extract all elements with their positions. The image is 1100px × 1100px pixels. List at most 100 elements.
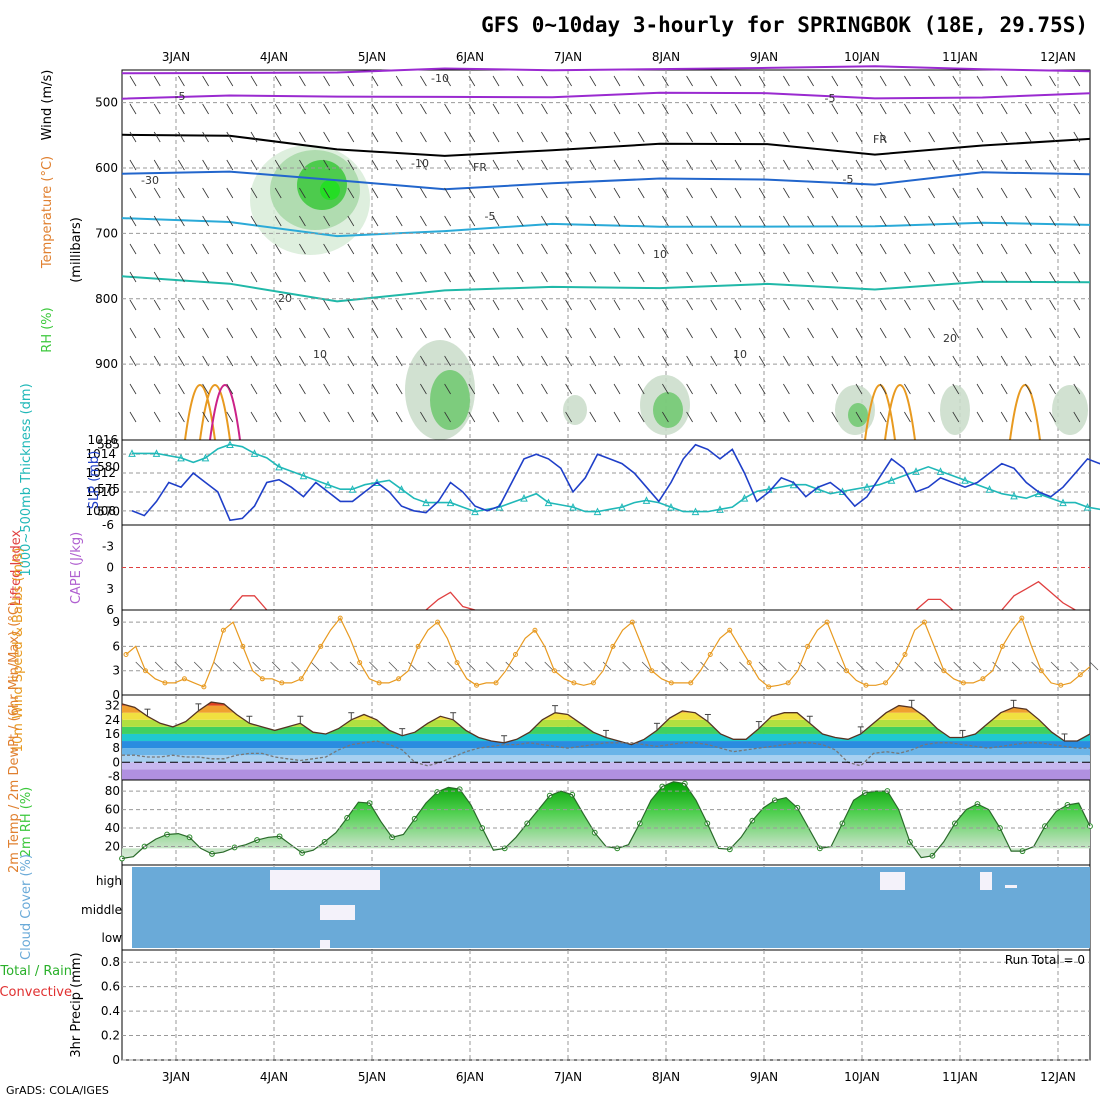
thickness-marker bbox=[961, 476, 969, 484]
wind-barb bbox=[928, 271, 935, 283]
slp-tick-label: 1010 bbox=[85, 485, 116, 499]
wind-barb bbox=[193, 661, 203, 671]
wind-barb bbox=[330, 661, 339, 671]
wind-speed-marker bbox=[123, 652, 129, 658]
wind-barb bbox=[544, 661, 553, 671]
contour-label: 10 bbox=[733, 348, 747, 361]
wind-barb bbox=[323, 103, 330, 115]
thickness-slp-panel: 585 580 575 570 1014 1012 1010 1008 1000~500mb T… bbox=[19, 383, 1100, 577]
wind-barb bbox=[129, 159, 137, 171]
wind-barb bbox=[565, 215, 572, 227]
wind-barb bbox=[468, 187, 476, 199]
wind-barb bbox=[444, 75, 451, 87]
wind-barb bbox=[972, 661, 982, 671]
wind-barb bbox=[1049, 187, 1056, 199]
wind-barb bbox=[178, 75, 185, 87]
run-total-label: Run Total = 0 bbox=[1005, 953, 1085, 967]
wind-barb bbox=[129, 299, 137, 311]
wind-barb bbox=[783, 187, 790, 199]
wind-barb bbox=[680, 661, 690, 671]
wind-barb bbox=[153, 215, 161, 227]
wind-barb bbox=[879, 383, 887, 395]
wind-barb bbox=[1025, 159, 1032, 171]
wind-barb bbox=[395, 299, 403, 311]
wind-barb bbox=[831, 299, 839, 311]
wind-barb bbox=[347, 75, 355, 87]
wind-barb bbox=[129, 411, 137, 423]
rh-tick-label: 40 bbox=[105, 821, 120, 835]
wind-barb bbox=[855, 411, 863, 423]
wind-speed-marker bbox=[512, 652, 518, 658]
wind-tick-label: 6 bbox=[112, 639, 120, 653]
wind-barb bbox=[589, 187, 597, 199]
lifted-index-line bbox=[1001, 580, 1076, 611]
wind-barb bbox=[855, 215, 863, 227]
wind-barb bbox=[797, 661, 807, 671]
wind-barb bbox=[613, 103, 621, 115]
wind-barb bbox=[637, 271, 645, 283]
wind-barb bbox=[299, 75, 306, 87]
wind-barb bbox=[1049, 383, 1056, 395]
slp-line bbox=[131, 443, 1100, 522]
wind-barb bbox=[952, 327, 960, 339]
wind-barb bbox=[1031, 661, 1040, 671]
wind-barb bbox=[710, 299, 718, 311]
top-date-label: 5JAN bbox=[358, 50, 386, 64]
wind-barb bbox=[710, 271, 718, 283]
wind-barb bbox=[589, 299, 597, 311]
wind-barb bbox=[541, 75, 548, 87]
wind-barb bbox=[661, 661, 670, 671]
wind-barb bbox=[524, 661, 534, 671]
wind-barb bbox=[879, 299, 887, 311]
wind-barb bbox=[395, 103, 403, 115]
contour-label: 10 bbox=[653, 248, 667, 261]
isotherm-line bbox=[121, 91, 1091, 100]
wind-barb bbox=[807, 75, 814, 87]
wind-barb bbox=[662, 299, 669, 311]
wind-barb bbox=[928, 131, 935, 143]
wind-barb bbox=[758, 661, 768, 671]
wind-barb bbox=[879, 187, 887, 199]
wind-barb bbox=[710, 355, 718, 367]
wind-barb bbox=[879, 103, 887, 115]
thickness-marker bbox=[397, 485, 406, 493]
wind-barb bbox=[492, 187, 500, 199]
isotherm-line bbox=[121, 217, 1091, 238]
temp-tick-label: 32 bbox=[105, 699, 120, 713]
thickness-marker bbox=[446, 498, 455, 507]
wind-barb bbox=[807, 411, 814, 423]
wind-barb bbox=[831, 103, 839, 115]
wind-barb bbox=[468, 243, 476, 255]
thickness-marker bbox=[299, 471, 308, 480]
clear-sky-patch bbox=[980, 872, 992, 890]
isotherm-line bbox=[209, 384, 241, 441]
wind-barb bbox=[662, 327, 669, 339]
wind-barb bbox=[710, 159, 718, 171]
wind-barb bbox=[904, 75, 911, 87]
wind-barb bbox=[904, 131, 911, 143]
wind-barb bbox=[831, 411, 839, 423]
wind-barb bbox=[468, 411, 476, 423]
rh-area bbox=[122, 781, 1090, 859]
wind-barb bbox=[928, 411, 935, 423]
lifted-axis-label: Lifted Index bbox=[9, 529, 24, 606]
wind-barb bbox=[274, 131, 282, 143]
lifted-tick-label: -3 bbox=[102, 539, 114, 553]
wind-barb bbox=[444, 159, 451, 171]
wind-barb bbox=[879, 243, 887, 255]
thickness-marker bbox=[177, 453, 185, 462]
wind-barb bbox=[427, 661, 437, 671]
thickness-marker bbox=[152, 449, 161, 457]
wind-barb bbox=[734, 243, 742, 255]
wind-barb bbox=[395, 327, 403, 339]
wind-barb bbox=[274, 187, 282, 199]
wind-barb bbox=[976, 271, 984, 283]
wind-barb bbox=[388, 661, 398, 671]
y-tick-label: 800 bbox=[95, 292, 118, 306]
wind-barb bbox=[686, 299, 693, 311]
thickness-marker bbox=[1010, 491, 1018, 500]
temp-tick-label: 0 bbox=[112, 755, 120, 769]
wind-barb bbox=[1011, 661, 1021, 671]
wind-barb bbox=[347, 271, 355, 283]
wind-barb bbox=[468, 215, 476, 227]
